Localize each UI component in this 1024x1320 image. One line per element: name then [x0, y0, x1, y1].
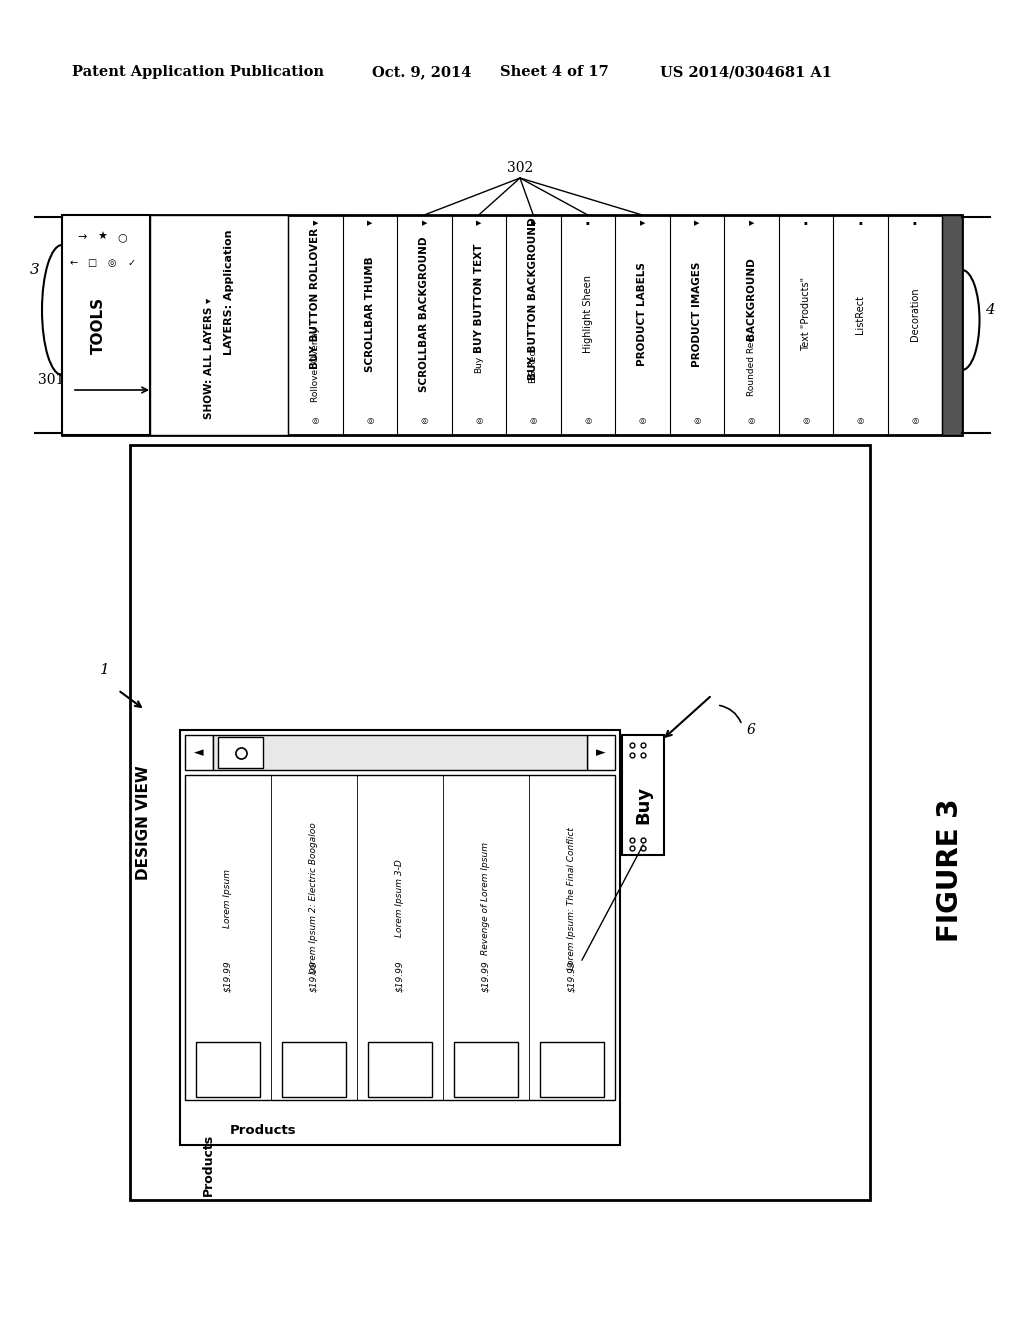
Text: ▪: ▪ — [912, 220, 916, 226]
Text: Highlight Sheen: Highlight Sheen — [583, 275, 593, 352]
Text: $19.99: $19.99 — [395, 961, 404, 993]
Text: Buy: Buy — [634, 785, 652, 824]
Text: ▶: ▶ — [694, 220, 699, 226]
Text: Patent Application Publication: Patent Application Publication — [72, 65, 324, 79]
Text: ○: ○ — [117, 232, 127, 242]
Text: 302: 302 — [560, 953, 584, 966]
Text: Buy: Buy — [474, 356, 483, 374]
Text: ←: ← — [70, 257, 78, 268]
Text: BUY BUTTON TEXT: BUY BUTTON TEXT — [474, 244, 483, 354]
Text: FIGURE 3: FIGURE 3 — [936, 799, 964, 941]
Text: Decoration: Decoration — [909, 288, 920, 341]
Text: 3: 3 — [30, 263, 40, 277]
Text: ►: ► — [596, 746, 606, 759]
Text: SHOW: ALL LAYERS ▾: SHOW: ALL LAYERS ▾ — [204, 297, 214, 418]
Text: ◎: ◎ — [475, 417, 482, 425]
Text: SCROLLBAR THUMB: SCROLLBAR THUMB — [365, 256, 375, 372]
Text: ◎: ◎ — [108, 257, 117, 268]
Bar — [62, 215, 150, 436]
Text: ◎: ◎ — [911, 417, 919, 425]
Text: BUY BUTTON BACKGROUND: BUY BUTTON BACKGROUND — [528, 218, 539, 380]
Text: ▶: ▶ — [312, 220, 317, 226]
Text: 4: 4 — [985, 304, 995, 317]
Text: ◎: ◎ — [367, 417, 374, 425]
Text: ListRect: ListRect — [855, 294, 865, 334]
Text: $19.99: $19.99 — [481, 961, 490, 993]
Bar — [540, 1041, 604, 1097]
Text: ◎: ◎ — [529, 417, 537, 425]
Text: ◎: ◎ — [857, 417, 864, 425]
Text: BG Rect: BG Rect — [528, 347, 538, 383]
Text: ▪: ▪ — [586, 220, 590, 226]
Text: Products: Products — [230, 1123, 297, 1137]
Text: Rounded Rect: Rounded Rect — [746, 333, 756, 396]
Text: Revenge of Lorem Ipsum: Revenge of Lorem Ipsum — [481, 842, 490, 954]
Bar — [587, 735, 615, 770]
Text: ▪: ▪ — [804, 220, 808, 226]
Text: ◎: ◎ — [584, 417, 592, 425]
Text: 302: 302 — [507, 161, 534, 176]
Text: Oct. 9, 2014: Oct. 9, 2014 — [372, 65, 471, 79]
Text: Lorem Ipsum: Lorem Ipsum — [223, 869, 232, 928]
Bar — [130, 445, 870, 1200]
Text: BACKGROUND: BACKGROUND — [746, 257, 757, 341]
Text: ◎: ◎ — [421, 417, 428, 425]
Text: ▶: ▶ — [640, 220, 645, 226]
Text: DESIGN VIEW: DESIGN VIEW — [136, 766, 152, 880]
Text: 301: 301 — [38, 374, 65, 387]
Text: Sheet 4 of 17: Sheet 4 of 17 — [500, 65, 608, 79]
Bar — [622, 735, 664, 855]
Text: BUY BUTTON ROLLOVER: BUY BUTTON ROLLOVER — [310, 228, 321, 370]
Text: Text "Products": Text "Products" — [801, 277, 811, 351]
Text: 1: 1 — [100, 663, 110, 677]
Text: $19.99: $19.99 — [223, 961, 232, 993]
Bar — [213, 735, 587, 770]
Bar — [454, 1041, 518, 1097]
Text: ◎: ◎ — [748, 417, 755, 425]
Bar — [180, 730, 620, 1144]
Text: ✓: ✓ — [128, 257, 136, 268]
Text: SCROLLBAR BACKGROUND: SCROLLBAR BACKGROUND — [419, 236, 429, 392]
Bar — [185, 735, 213, 770]
Text: □: □ — [87, 257, 96, 268]
Text: ▶: ▶ — [749, 220, 754, 226]
Text: LAYERS: Application: LAYERS: Application — [224, 230, 234, 355]
Bar — [368, 1041, 432, 1097]
Text: ◎: ◎ — [639, 417, 646, 425]
Text: Lorem Ipsum 2: Electric Boogaloo: Lorem Ipsum 2: Electric Boogaloo — [309, 822, 318, 974]
Bar — [218, 737, 263, 768]
Text: ▪: ▪ — [858, 220, 862, 226]
Text: Products: Products — [202, 1134, 214, 1196]
Text: $19.99: $19.99 — [309, 961, 318, 993]
Bar — [282, 1041, 346, 1097]
Text: PRODUCT IMAGES: PRODUCT IMAGES — [692, 261, 701, 367]
Bar — [942, 215, 962, 436]
Text: ▶: ▶ — [367, 220, 373, 226]
Text: ▶: ▶ — [422, 220, 427, 226]
Bar — [185, 775, 615, 1100]
Text: →: → — [78, 232, 87, 242]
Bar — [196, 1041, 260, 1097]
Text: 6: 6 — [746, 723, 756, 737]
Text: ◎: ◎ — [693, 417, 700, 425]
Text: ▶: ▶ — [530, 220, 536, 226]
Text: US 2014/0304681 A1: US 2014/0304681 A1 — [660, 65, 831, 79]
Text: Lorem Ipsum: The Final Conflict: Lorem Ipsum: The Final Conflict — [567, 828, 577, 970]
Text: TOOLS: TOOLS — [90, 297, 105, 354]
Text: Rollover Overlay: Rollover Overlay — [310, 327, 319, 403]
Text: Lorem Ipsum 3-D: Lorem Ipsum 3-D — [395, 859, 404, 937]
Text: ★: ★ — [97, 232, 106, 242]
Bar — [62, 215, 962, 436]
Text: ◎: ◎ — [802, 417, 809, 425]
Text: PRODUCT LABELS: PRODUCT LABELS — [637, 263, 647, 366]
Text: ◄: ◄ — [195, 746, 204, 759]
Text: $19.99: $19.99 — [567, 961, 577, 993]
Bar — [150, 215, 288, 436]
Text: ◎: ◎ — [311, 417, 318, 425]
Text: ▶: ▶ — [476, 220, 481, 226]
